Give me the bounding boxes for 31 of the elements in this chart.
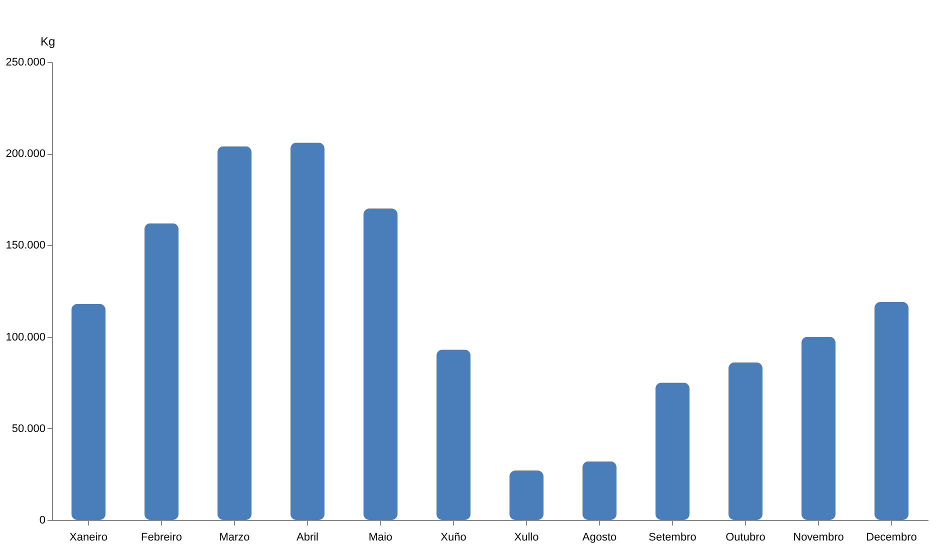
- bar: [874, 302, 908, 520]
- bar: [728, 362, 762, 520]
- bar: [144, 223, 178, 520]
- bar: [290, 142, 324, 520]
- x-tick-label: Xullo: [514, 532, 539, 544]
- x-tick-label: Novembro: [793, 532, 844, 544]
- x-tick-label: Decembro: [866, 532, 917, 544]
- bar: [656, 382, 690, 520]
- x-tick-label: Outubro: [726, 532, 766, 544]
- y-tick-label: 100.000: [6, 331, 46, 344]
- x-tick-label: Agosto: [582, 532, 617, 544]
- y-tick-label: 150.000: [6, 240, 46, 252]
- x-tick-label: Xuño: [440, 532, 466, 544]
- y-axis-title: Kg: [40, 34, 56, 48]
- bar: [802, 336, 836, 520]
- y-tick-label: 250.000: [6, 56, 46, 68]
- x-tick-label: Xaneiro: [70, 532, 108, 544]
- bar: [436, 350, 470, 520]
- bar: [582, 461, 616, 520]
- x-tick-label: Marzo: [219, 532, 250, 544]
- x-tick-label: Febreiro: [141, 532, 182, 544]
- y-tick-label: 200.000: [6, 148, 46, 160]
- bar: [510, 470, 544, 520]
- bar: [364, 208, 398, 520]
- y-tick-label: 50.000: [12, 422, 46, 435]
- y-tick-label: 0: [39, 514, 46, 526]
- x-tick-label: Abril: [296, 532, 319, 544]
- x-tick-label: Setembro: [648, 532, 696, 544]
- bar: [72, 304, 106, 520]
- x-tick-label: Maio: [368, 532, 392, 544]
- bar: [218, 146, 252, 520]
